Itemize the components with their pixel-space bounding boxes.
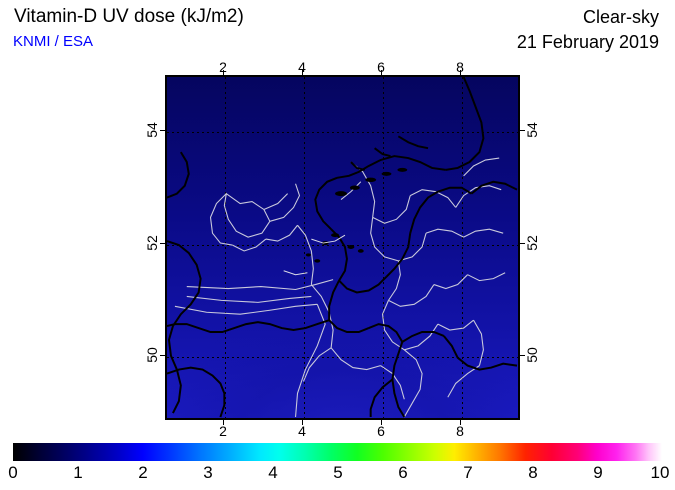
xtick-top-label-2: 2 (219, 59, 227, 75)
colorbar-label-3: 3 (203, 463, 213, 482)
ytick-left-label-52: 52 (144, 235, 160, 251)
coastlines-and-national-borders (167, 77, 518, 418)
colorbar-label-0: 0 (8, 463, 18, 482)
tick-bottom-6 (381, 420, 382, 425)
administrative-borders (174, 157, 506, 418)
xtick-bottom-label-2: 2 (219, 423, 227, 439)
ytick-right-label-50: 50 (524, 347, 540, 363)
tick-left-54 (160, 130, 165, 131)
gridline-lon-2 (225, 77, 226, 418)
colorbar-label-1: 1 (73, 463, 83, 482)
inland-water-highlights (283, 234, 346, 276)
gridline-lon-4 (304, 77, 305, 418)
map-plot-area (165, 75, 520, 420)
tick-left-50 (160, 355, 165, 356)
island-and-lake-shapes (305, 167, 408, 263)
tick-top-2 (223, 70, 224, 75)
gridline-lat-54 (167, 132, 518, 133)
ytick-left-label-50: 50 (144, 347, 160, 363)
xtick-top-label-8: 8 (456, 59, 464, 75)
sky-condition-label: Clear-sky (582, 7, 659, 27)
tick-bottom-2 (223, 420, 224, 425)
gridline-lat-50 (167, 357, 518, 358)
credit-label: KNMI / ESA (13, 33, 94, 50)
ytick-right-label-54: 54 (524, 122, 540, 138)
colorbar-label-2: 2 (138, 463, 148, 482)
tick-right-52 (520, 243, 525, 244)
tick-top-6 (381, 70, 382, 75)
date-label: 21 February 2019 (516, 32, 659, 52)
page-title: Vitamin-D UV dose (kJ/m2) (14, 6, 244, 27)
tick-left-52 (160, 243, 165, 244)
colorbar-label-7: 7 (463, 463, 473, 482)
gridline-lon-8 (462, 77, 463, 418)
colorbar-label-6: 6 (398, 463, 408, 482)
tick-right-54 (520, 130, 525, 131)
colorbar-label-8: 8 (528, 463, 538, 482)
tick-bottom-4 (302, 420, 303, 425)
colorbar-gradient (13, 443, 662, 461)
gridline-lat-52 (167, 245, 518, 246)
tick-bottom-8 (460, 420, 461, 425)
xtick-top-label-6: 6 (377, 59, 385, 75)
ytick-left-label-54: 54 (144, 122, 160, 138)
ytick-right-label-52: 52 (524, 235, 540, 251)
xtick-bottom-label-8: 8 (456, 423, 464, 439)
colorbar-label-4: 4 (268, 463, 278, 482)
tick-top-4 (302, 70, 303, 75)
gridline-lon-6 (383, 77, 384, 418)
geography-overlay (167, 77, 518, 418)
tick-right-50 (520, 355, 525, 356)
tick-top-8 (460, 70, 461, 75)
colorbar-label-10: 10 (650, 463, 670, 482)
colorbar-label-9: 9 (593, 463, 603, 482)
xtick-bottom-label-6: 6 (377, 423, 385, 439)
xtick-bottom-label-4: 4 (298, 423, 306, 439)
colorbar (13, 443, 662, 461)
xtick-top-label-4: 4 (298, 59, 306, 75)
colorbar-label-5: 5 (333, 463, 343, 482)
